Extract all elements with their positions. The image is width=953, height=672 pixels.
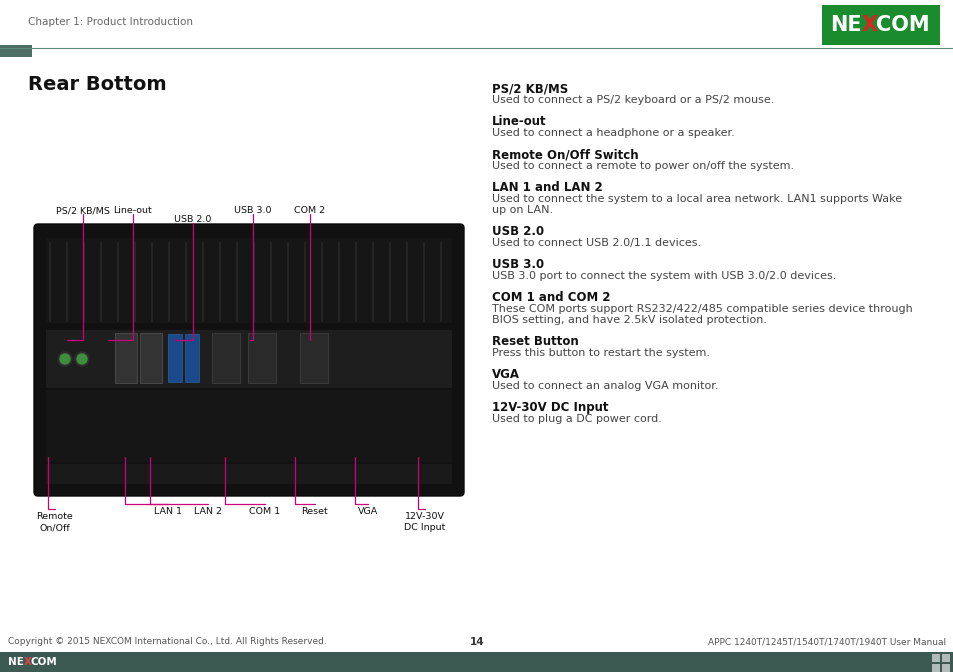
Bar (168, 334, 182, 382)
Text: These COM ports support RS232/422/485 compatible series device through: These COM ports support RS232/422/485 co… (492, 304, 912, 314)
Text: PS/2 KB/MS: PS/2 KB/MS (56, 206, 110, 215)
Circle shape (58, 352, 71, 366)
Text: Reset Button: Reset Button (492, 335, 578, 348)
Text: COM: COM (30, 657, 58, 667)
Bar (115, 333, 137, 383)
Text: COM 2: COM 2 (294, 206, 325, 215)
Text: COM 1: COM 1 (249, 507, 280, 516)
Text: X: X (24, 657, 32, 667)
Text: Used to connect a PS/2 keyboard or a PS/2 mouse.: Used to connect a PS/2 keyboard or a PS/… (492, 95, 774, 105)
Text: Used to connect USB 2.0/1.1 devices.: Used to connect USB 2.0/1.1 devices. (492, 238, 700, 248)
Text: Copyright © 2015 NEXCOM International Co., Ltd. All Rights Reserved.: Copyright © 2015 NEXCOM International Co… (8, 638, 327, 646)
Text: USB 3.0 port to connect the system with USB 3.0/2.0 devices.: USB 3.0 port to connect the system with … (492, 271, 836, 281)
Text: Reset: Reset (301, 507, 328, 516)
Bar (140, 333, 162, 383)
Bar (931, 654, 939, 662)
Bar (299, 333, 328, 383)
Bar (46, 238, 452, 323)
Bar (185, 334, 199, 382)
Text: USB 3.0: USB 3.0 (492, 258, 543, 271)
Text: 12V-30V DC Input: 12V-30V DC Input (492, 401, 608, 414)
Circle shape (77, 354, 87, 364)
Text: Rear Bottom: Rear Bottom (28, 75, 167, 94)
Text: up on LAN.: up on LAN. (492, 205, 553, 215)
Circle shape (75, 352, 89, 366)
Text: Press this button to restart the system.: Press this button to restart the system. (492, 348, 709, 358)
Text: NE: NE (8, 657, 24, 667)
Text: LAN 1 and LAN 2: LAN 1 and LAN 2 (492, 181, 602, 194)
Text: Used to connect a remote to power on/off the system.: Used to connect a remote to power on/off… (492, 161, 793, 171)
Bar (46, 464, 452, 484)
Text: USB 3.0: USB 3.0 (234, 206, 272, 215)
Text: PS/2 KB/MS: PS/2 KB/MS (492, 82, 568, 95)
Text: APPC 1240T/1245T/1540T/1740T/1940T User Manual: APPC 1240T/1245T/1540T/1740T/1940T User … (707, 638, 945, 646)
Text: Remote On/Off Switch: Remote On/Off Switch (492, 148, 638, 161)
Bar (941, 654, 949, 662)
Text: USB 2.0: USB 2.0 (492, 225, 543, 238)
Text: NE: NE (829, 15, 861, 35)
Text: Used to plug a DC power cord.: Used to plug a DC power cord. (492, 414, 661, 424)
Bar (0, 652, 953, 672)
Text: 12V-30V
DC Input: 12V-30V DC Input (404, 512, 445, 532)
Bar (0, 45, 32, 57)
Text: LAN 1: LAN 1 (153, 507, 182, 516)
Text: LAN 2: LAN 2 (193, 507, 222, 516)
Text: Used to connect a headphone or a speaker.: Used to connect a headphone or a speaker… (492, 128, 734, 138)
Text: Line-out: Line-out (492, 115, 546, 128)
Text: X: X (862, 15, 877, 35)
Bar (821, 5, 939, 45)
Bar (46, 330, 452, 388)
Text: Used to connect the system to a local area network. LAN1 supports Wake: Used to connect the system to a local ar… (492, 194, 902, 204)
Text: VGA: VGA (492, 368, 519, 381)
Bar (46, 390, 452, 462)
Bar (941, 664, 949, 672)
Circle shape (60, 354, 70, 364)
Bar (248, 333, 275, 383)
Text: VGA: VGA (357, 507, 377, 516)
Bar (931, 664, 939, 672)
FancyBboxPatch shape (34, 224, 463, 496)
Text: Remote
On/Off: Remote On/Off (36, 512, 73, 532)
Text: 14: 14 (469, 637, 484, 647)
Text: Chapter 1: Product Introduction: Chapter 1: Product Introduction (28, 17, 193, 27)
Text: BIOS setting, and have 2.5kV isolated protection.: BIOS setting, and have 2.5kV isolated pr… (492, 315, 766, 325)
Bar (212, 333, 240, 383)
Text: USB 2.0: USB 2.0 (174, 215, 212, 224)
Text: Used to connect an analog VGA monitor.: Used to connect an analog VGA monitor. (492, 381, 718, 391)
Text: COM: COM (875, 15, 928, 35)
Text: COM 1 and COM 2: COM 1 and COM 2 (492, 291, 610, 304)
Text: Line-out: Line-out (113, 206, 152, 215)
